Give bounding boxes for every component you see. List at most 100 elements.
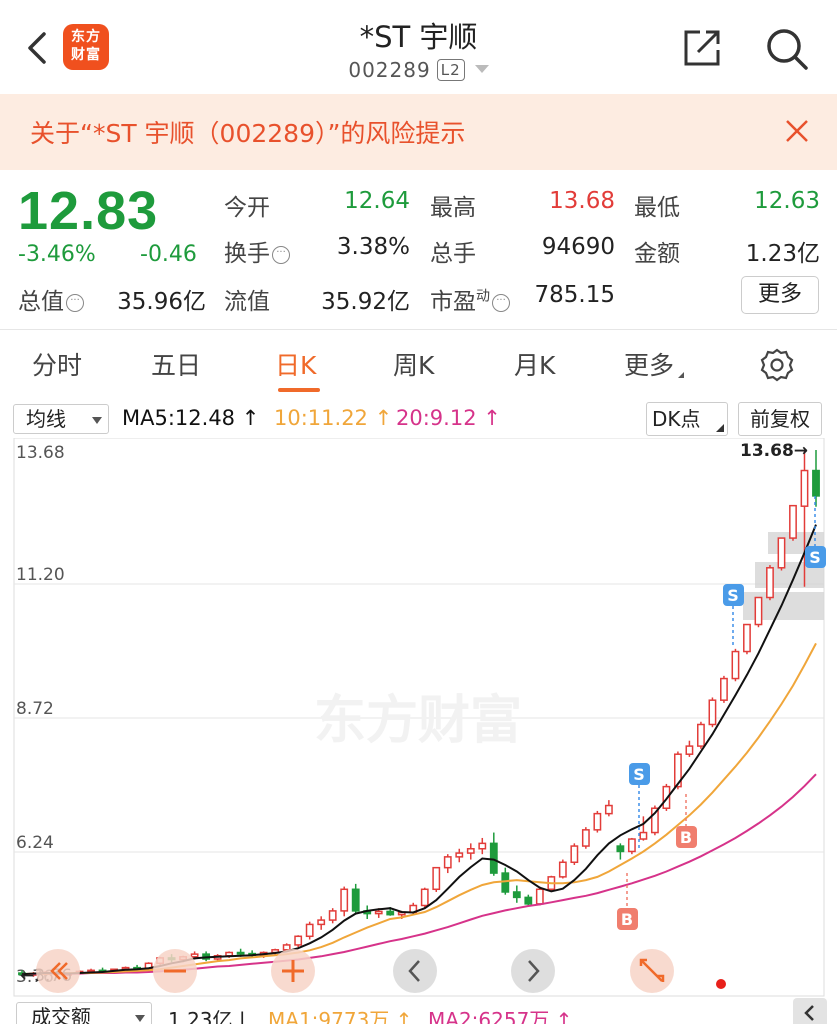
tab-more[interactable]: 更多 [624,346,685,382]
candle-body [731,650,740,680]
info-icon[interactable]: ··· [492,294,510,312]
candle-body [639,831,648,840]
rewind-icon [50,962,61,980]
volume-ma1: MA1:9773万 ↑ [268,1008,413,1024]
chevron-down-icon[interactable] [474,65,489,73]
close-icon[interactable] [784,118,810,144]
market-cap-value: 35.96亿 [117,289,206,315]
search-icon[interactable] [764,26,810,72]
candle-body [581,829,590,847]
divider [0,329,837,330]
candle-body [432,866,441,891]
dk-points-button[interactable]: DK点 [646,402,728,436]
candle-body [650,807,659,834]
turnover-value: 3.38% [336,234,410,260]
candle-body [685,745,694,755]
candle-body [282,944,291,951]
period-tabs: 分时 五日 日K 周K 月K 更多 [0,330,837,398]
sell-signal-badge: S [633,765,645,784]
last-price: 12.83 [18,181,159,241]
y-tick-label: 11.20 [16,565,65,585]
volume-value: 94690 [541,234,615,260]
buy-signal-badge-bg [676,826,697,848]
sell-signal-badge: S [727,586,739,605]
info-icon[interactable]: ··· [272,246,290,264]
candle-body [616,845,625,853]
candle-body [535,888,544,905]
candle-body [720,677,728,701]
candle-body [386,910,395,916]
candle-body [501,872,510,893]
stock-code: 002289 [348,58,431,82]
stock-code-row[interactable]: 002289 L2 [0,58,837,82]
sell-signal-badge-bg [805,546,826,568]
chevron-right-icon [528,960,540,982]
candle-body [558,861,567,878]
indicator-row: 均线 MA5:12.48 ↑ 10:11.22 ↑ 20:9.12 ↑ DK点 … [0,400,837,438]
volume-indicator-row: 成交额 1.23亿 | MA1:9773万 ↑ MA2:6257万 ↑ [0,1000,837,1024]
sell-signal-badge: S [809,548,821,567]
live-dot [716,979,726,989]
candle-body [524,896,533,905]
risk-notice-banner[interactable]: 关于“*ST 宇顺（002289）”的风险提示 [0,94,837,170]
pe-value: 785.15 [534,282,615,308]
candle-body [455,852,464,858]
pe-label[interactable]: 市盈动 ··· [430,282,510,316]
candle-body [420,888,429,907]
open-value: 12.64 [344,188,410,214]
volume-label: 总手 [430,241,476,267]
candle-body [673,753,682,788]
low-label: 最低 [634,195,680,221]
candle-body [777,537,786,569]
candle-body [374,910,383,915]
chevron-left-icon [804,1005,814,1021]
stock-title: *ST 宇顺 [359,20,478,54]
expand-icon [639,958,647,966]
candle-body [236,951,245,955]
tab-weekly-k[interactable]: 周K [393,351,435,380]
adjustment-button[interactable]: 前复权 [738,402,822,436]
eastmoney-logo: 东方 财富 [63,24,109,70]
expand-icon [641,960,663,982]
candle-body [443,856,452,869]
tab-intraday[interactable]: 分时 [32,351,83,380]
info-icon[interactable]: ··· [66,294,84,312]
collapse-panel-button[interactable] [793,998,827,1024]
turnover-label[interactable]: 换手 ··· [224,234,290,268]
change-amount: -0.46 [140,242,197,267]
market-cap-label[interactable]: 总值 ··· [18,282,84,316]
candle-body [593,812,602,831]
candle-body [604,804,613,815]
candle-body [489,842,498,874]
chevron-down-icon [92,417,102,424]
candle-body [743,623,751,653]
risk-notice-text[interactable]: 关于“*ST 宇顺（002289）”的风险提示 [30,119,466,148]
y-tick-label: 6.24 [16,833,54,853]
quote-panel: 12.83 -3.46% -0.46 今开 12.64 最高 13.68 最低 … [0,170,837,330]
ma10-readout: 10:11.22 ↑ [274,406,393,430]
max-price-marker: 13.68→ [740,441,808,461]
rewind-icon [57,962,68,980]
share-icon[interactable] [680,26,724,70]
buy-signal-badge: B [680,828,692,847]
more-stats-button[interactable]: 更多 [741,276,819,314]
ma5-readout: MA5:12.48 ↑ [122,406,260,430]
volume-indicator-select[interactable]: 成交额 [16,1002,152,1024]
back-arrow-icon[interactable] [22,28,56,68]
gear-icon[interactable] [760,348,794,382]
low-value: 12.63 [754,188,820,214]
tab-five-day[interactable]: 五日 [151,351,202,380]
float-cap-label: 流值 [224,289,270,315]
candle-body [754,596,763,626]
candle-body [512,891,521,899]
next-button [511,949,555,993]
candle-body [570,845,579,864]
buy-signal-badge: B [621,910,633,929]
candlestick-chart[interactable]: 13.6811.208.726.243.76东方财富13.68→←3.76SSS… [0,438,837,998]
y-tick-label: 8.72 [16,699,54,719]
indicator-select[interactable]: 均线 [13,404,109,434]
amount-value: 1.23亿 [745,241,820,267]
tab-daily-k[interactable]: 日K [275,351,317,380]
tab-monthly-k[interactable]: 月K [514,351,556,380]
high-label: 最高 [430,195,476,221]
